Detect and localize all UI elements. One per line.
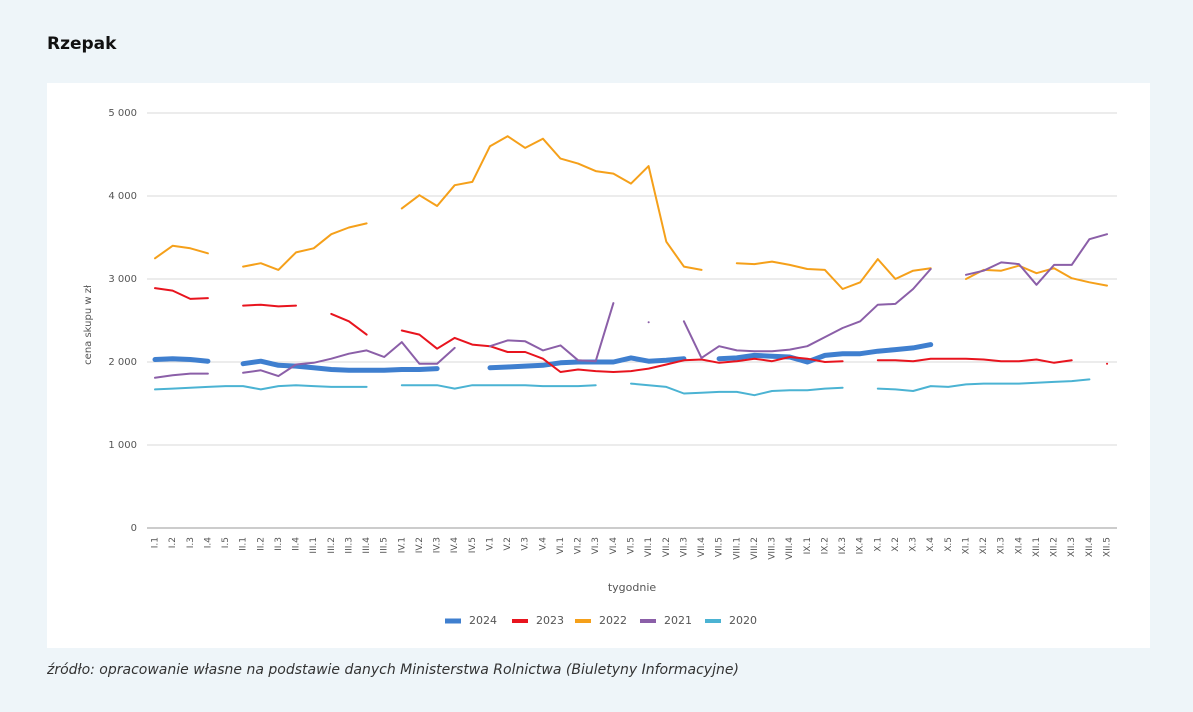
x-tick-label: X.5 xyxy=(944,537,954,552)
series-line xyxy=(154,378,1091,397)
x-tick-label: XI.3 xyxy=(997,537,1007,554)
y-axis-title: cena skupu w zł xyxy=(83,285,94,365)
x-axis-title: tygodnie xyxy=(608,581,657,594)
x-tick-label: III.4 xyxy=(362,537,372,554)
series-line xyxy=(154,135,1108,290)
x-tick-label: I.3 xyxy=(186,537,196,548)
source-note: źródło: opracowanie własne na podstawie … xyxy=(47,662,739,678)
x-tick-label: IX.2 xyxy=(820,537,830,554)
x-tick-label: XII.5 xyxy=(1103,537,1113,557)
legend-label: 2023 xyxy=(536,614,564,627)
x-tick-label: VII.3 xyxy=(679,537,689,557)
x-tick-label: V.3 xyxy=(521,537,531,551)
x-tick-label: VI.2 xyxy=(574,537,584,554)
x-tick-label: I.1 xyxy=(151,537,161,548)
x-tick-label: X.1 xyxy=(873,537,883,552)
x-tick-label: VIII.3 xyxy=(768,537,778,560)
x-tick-label: III.2 xyxy=(327,537,337,554)
x-tick-label: III.3 xyxy=(344,537,354,554)
x-tick-label: XI.1 xyxy=(961,537,971,554)
x-tick-label: I.2 xyxy=(168,537,178,548)
x-tick-label: IV.5 xyxy=(468,537,478,553)
x-tick-label: II.1 xyxy=(239,537,249,551)
x-tick-label: IX.3 xyxy=(838,537,848,554)
x-tick-label: VI.3 xyxy=(591,537,601,554)
x-tick-label: X.4 xyxy=(926,537,936,552)
y-tick-label: 1 000 xyxy=(108,440,137,451)
y-tick-label: 4 000 xyxy=(108,191,137,202)
legend-label: 2020 xyxy=(729,614,757,627)
x-tick-label: XII.2 xyxy=(1050,537,1060,557)
x-tick-label: VII.4 xyxy=(697,537,707,557)
x-tick-label: IV.4 xyxy=(450,537,460,554)
x-tick-label: IV.2 xyxy=(415,537,425,553)
legend-label: 2021 xyxy=(664,614,692,627)
x-tick-label: XII.4 xyxy=(1085,537,1095,557)
x-tick-label: III.1 xyxy=(309,537,319,554)
x-tick-label: VI.1 xyxy=(556,537,566,554)
x-tick-label: V.4 xyxy=(538,537,548,551)
x-tick-label: III.5 xyxy=(380,537,390,554)
x-tick-label: XII.1 xyxy=(1032,537,1042,557)
chart: cena skupu w zł tygodnie 0 1 000 2 000 3 00… xyxy=(47,83,1150,648)
x-tick-label: VII.1 xyxy=(644,537,654,557)
x-tick-label: XI.2 xyxy=(979,537,989,554)
x-tick-label: VII.2 xyxy=(662,537,672,557)
x-tick-label: VIII.2 xyxy=(750,537,760,560)
y-tick-label: 3 000 xyxy=(108,274,137,285)
x-tick-label: VIII.4 xyxy=(785,537,795,560)
x-tick-label: I.5 xyxy=(221,537,231,548)
series-line xyxy=(154,287,1109,373)
x-tick-label: VIII.1 xyxy=(732,537,742,560)
x-tick-label: II.2 xyxy=(256,537,266,551)
legend-label: 2022 xyxy=(599,614,627,627)
page-title: Rzepak xyxy=(47,34,117,54)
x-tick-label: XI.4 xyxy=(1014,537,1024,555)
x-tick-label: II.4 xyxy=(292,537,302,551)
y-tick-label: 0 xyxy=(131,523,137,534)
x-tick-label: VI.4 xyxy=(609,537,619,555)
legend-label: 2024 xyxy=(469,614,497,627)
series-line xyxy=(152,342,934,373)
x-tick-label: IV.1 xyxy=(397,537,407,553)
x-tick-label: IX.1 xyxy=(803,537,813,554)
x-tick-label: VI.5 xyxy=(627,537,637,554)
x-tick-label: I.4 xyxy=(203,537,213,549)
x-tick-label: IX.4 xyxy=(856,537,866,555)
x-tick-label: V.2 xyxy=(503,537,513,551)
x-tick-label: X.2 xyxy=(891,537,901,552)
x-tick-label: XII.3 xyxy=(1067,537,1077,557)
x-tick-label: V.1 xyxy=(485,537,495,551)
series-line xyxy=(154,233,1108,379)
x-tick-label: IV.3 xyxy=(433,537,443,553)
y-tick-label: 2 000 xyxy=(108,357,137,368)
x-tick-label: X.3 xyxy=(909,537,919,552)
y-tick-label: 5 000 xyxy=(108,108,137,119)
x-tick-label: VII.5 xyxy=(715,537,725,557)
x-tick-label: II.3 xyxy=(274,537,284,551)
